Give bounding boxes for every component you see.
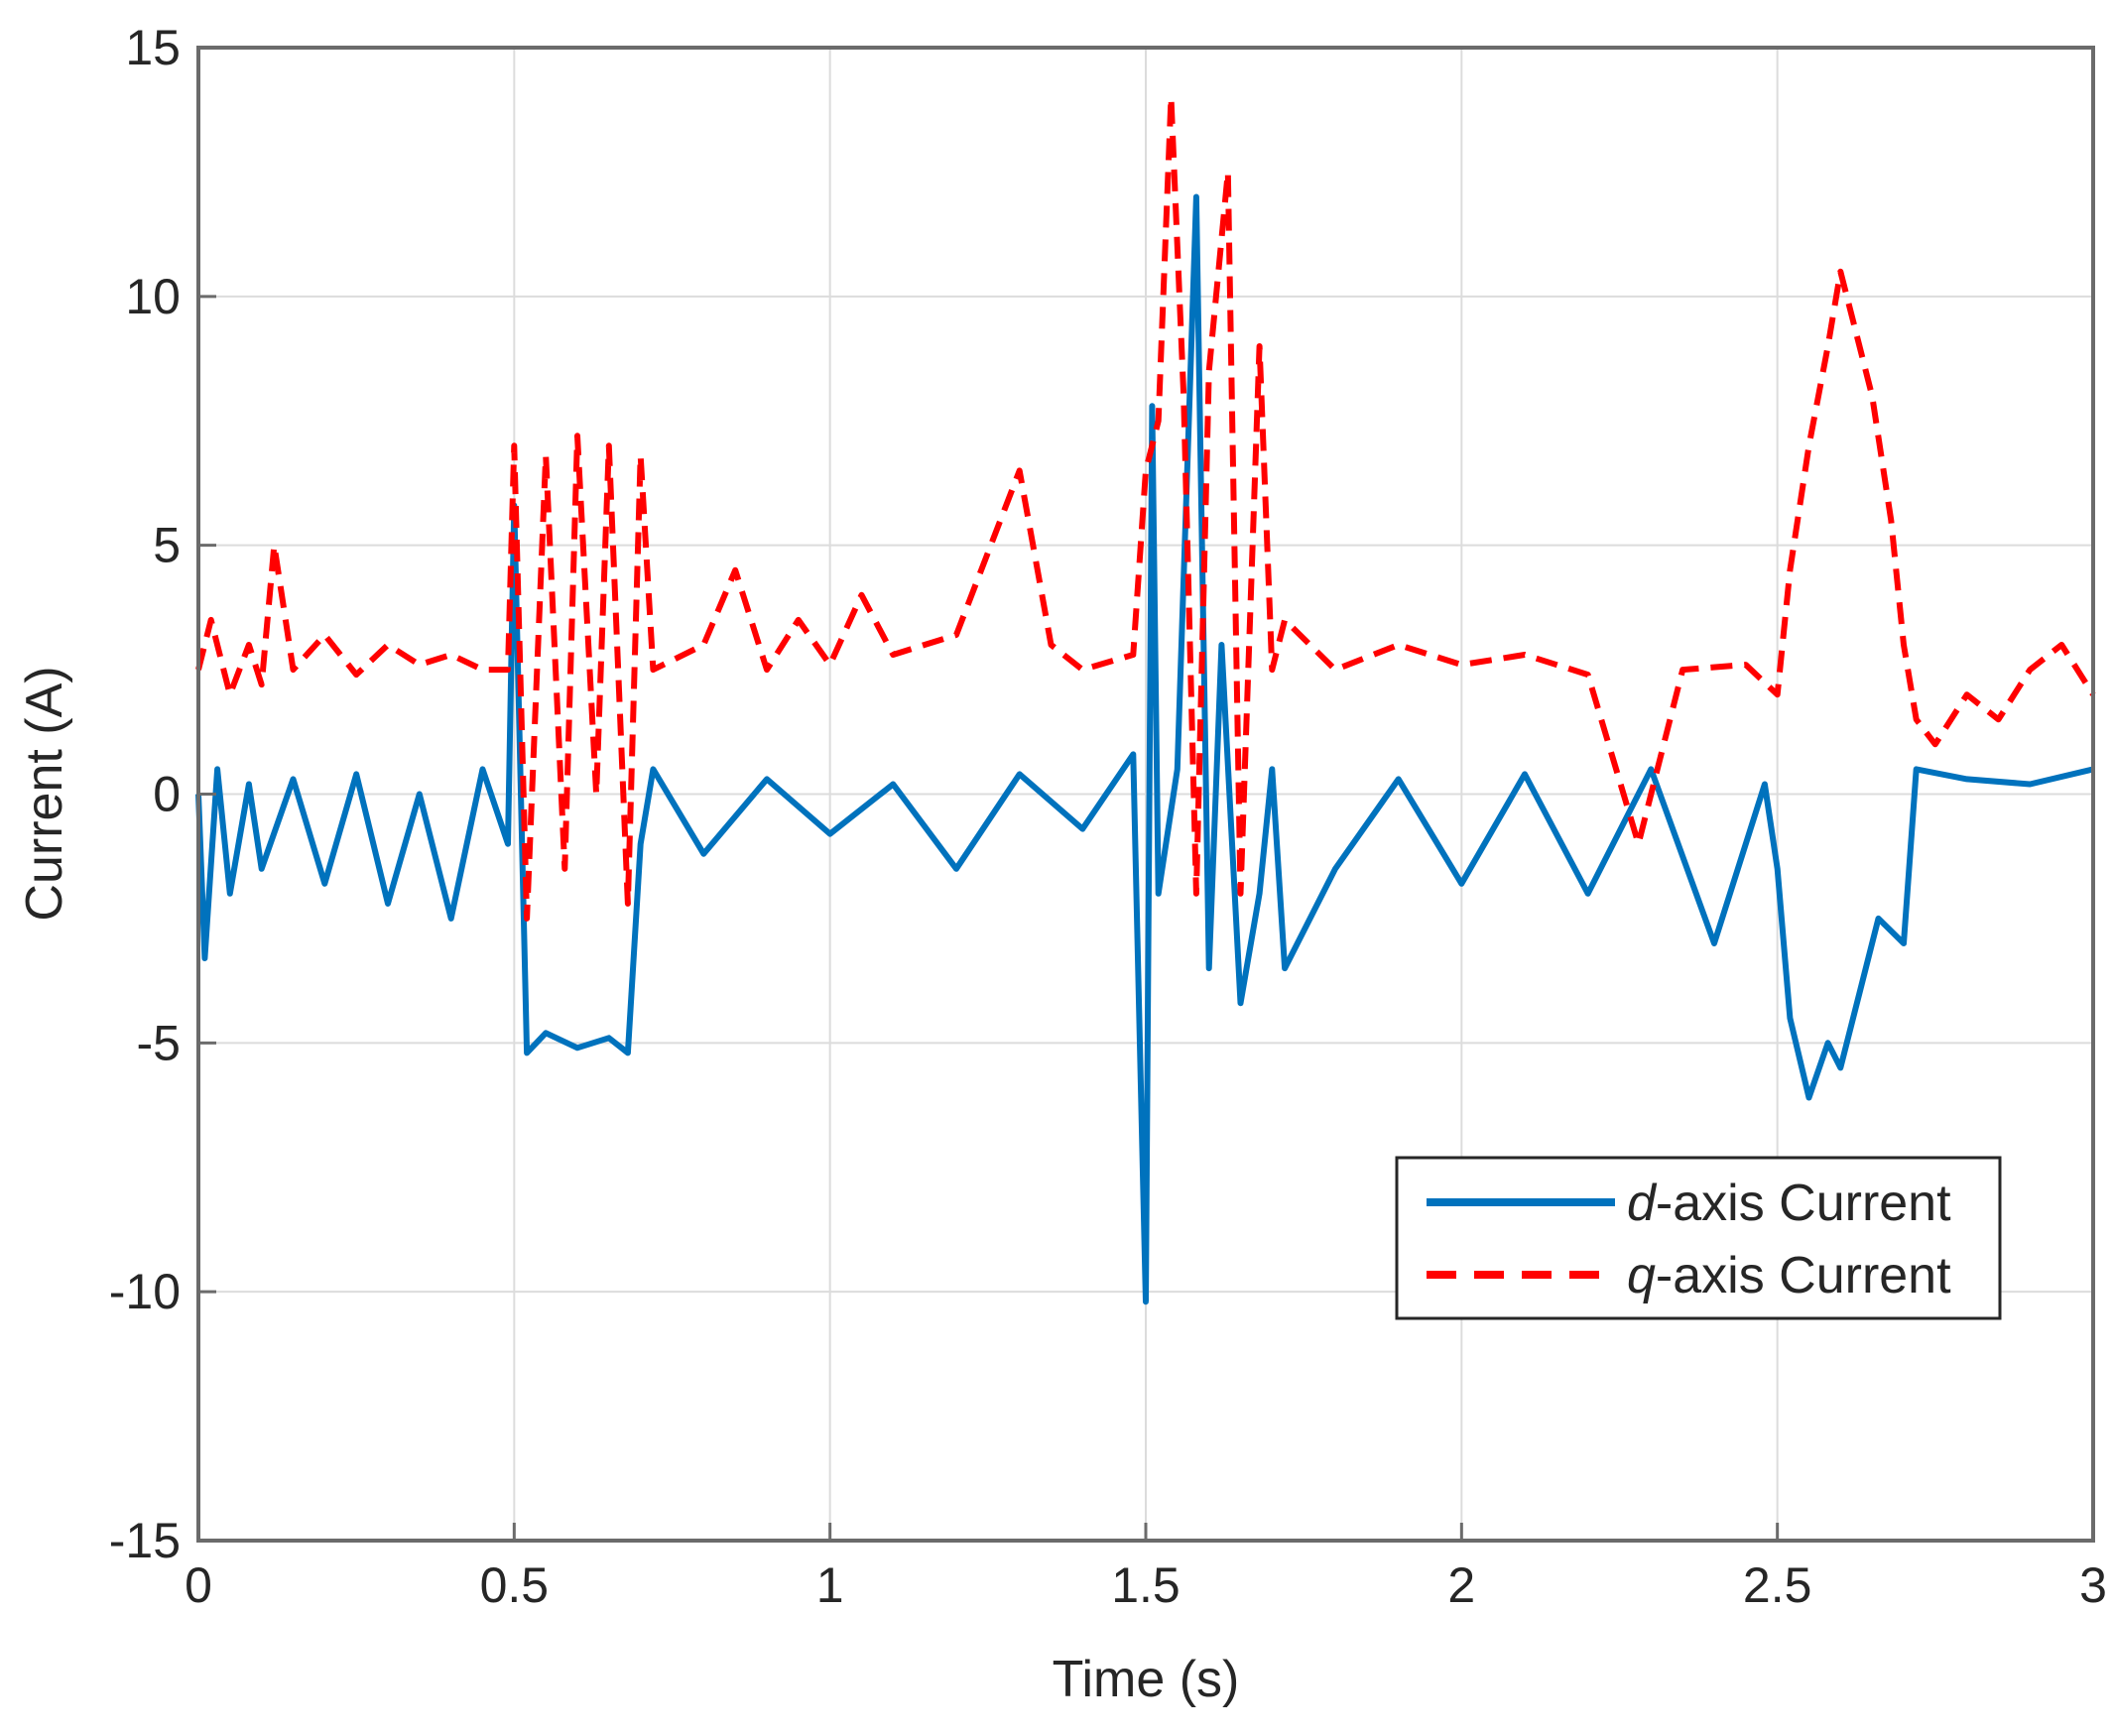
x-tick-label: 3 [2079,1557,2107,1613]
x-tick-label: 0 [185,1557,212,1613]
legend-d-axis-label: d-axis Current [1627,1175,1951,1232]
x-tick-label: 0.5 [480,1557,550,1613]
x-tick-label: 1 [816,1557,844,1613]
series-line-q-axis [195,94,2096,922]
y-tick-label: 5 [153,518,181,573]
legend-q-axis-label: q-axis Current [1627,1247,1951,1304]
legend: d-axis Current q-axis Current [1395,1156,2002,1320]
x-tick-label: 1.5 [1111,1557,1181,1613]
x-tick-label: 2 [1447,1557,1475,1613]
series-layer [195,94,2096,1305]
x-axis-label: Time (s) [1053,1651,1240,1708]
y-tick-label: -10 [109,1264,181,1319]
y-tick-label: 15 [125,20,181,75]
y-tick-label: -5 [137,1015,181,1070]
series-line-d-axis [195,193,2094,1305]
y-tick-label: 0 [153,767,181,822]
y-axis-label: Current (A) [16,666,73,921]
ticks: 0 0.5 1 1.5 2 2.5 3 -15 -10 -5 0 5 10 15 [109,20,2107,1613]
y-tick-label: 10 [125,269,181,324]
y-tick-label: -15 [109,1513,181,1568]
x-tick-label: 2.5 [1743,1557,1812,1613]
legend-box [1395,1156,2002,1320]
